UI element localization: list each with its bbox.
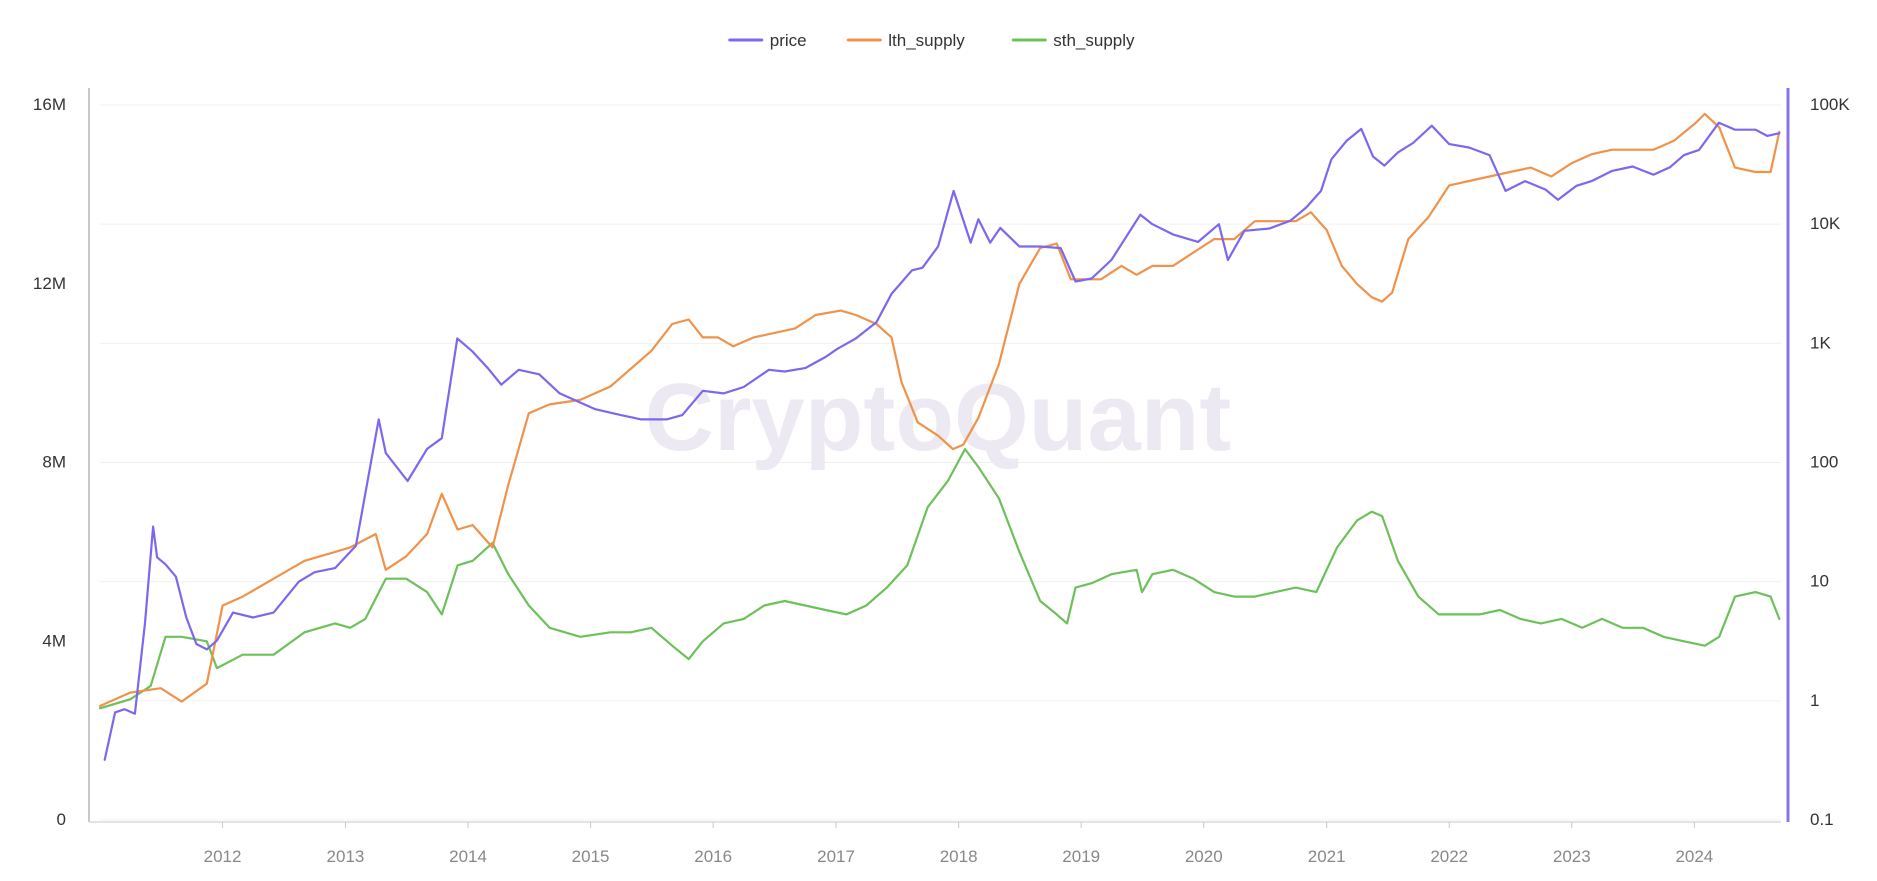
y-left-tick-label: 4M bbox=[42, 631, 66, 650]
x-tick-label: 2022 bbox=[1430, 847, 1468, 866]
series-line-sth-supply bbox=[98, 448, 1781, 710]
y-right-tick-label: 1 bbox=[1810, 691, 1819, 710]
series-lines bbox=[98, 112, 1781, 761]
x-tick-label: 2020 bbox=[1185, 847, 1223, 866]
series-line-price bbox=[103, 121, 1781, 761]
y-right-tick-label: 100 bbox=[1810, 453, 1838, 472]
y-right-tick-label: 10K bbox=[1810, 214, 1841, 233]
x-tick-label: 2024 bbox=[1675, 847, 1713, 866]
x-tick-label: 2017 bbox=[817, 847, 855, 866]
legend-label-sth-supply: sth_supply bbox=[1053, 31, 1135, 50]
legend[interactable]: price lth_supply sth_supply bbox=[728, 31, 1135, 50]
legend-label-price: price bbox=[770, 31, 807, 50]
x-tick-label: 2021 bbox=[1308, 847, 1346, 866]
legend-label-lth-supply: lth_supply bbox=[888, 31, 965, 50]
y-right-tick-label: 0.1 bbox=[1810, 810, 1834, 829]
x-tick-label: 2016 bbox=[694, 847, 732, 866]
y-left-tick-label: 12M bbox=[33, 274, 66, 293]
y-right-tick-label: 1K bbox=[1810, 333, 1831, 352]
x-tick-label: 2014 bbox=[449, 847, 487, 866]
y-right-tick-label: 100K bbox=[1810, 95, 1850, 114]
gridlines bbox=[100, 104, 1781, 821]
axes: 0 4M 8M 12M 16M 0.1 1 10 100 1K 10K 100K 2012 2013 201… bbox=[33, 88, 1850, 866]
x-tick-label: 2019 bbox=[1062, 847, 1100, 866]
y-left-tick-label: 16M bbox=[33, 95, 66, 114]
y-left-tick-label: 0 bbox=[57, 810, 66, 829]
x-tick-label: 2018 bbox=[940, 847, 978, 866]
series-line-lth-supply bbox=[98, 112, 1781, 708]
x-tick-label: 2012 bbox=[204, 847, 242, 866]
x-tick-label: 2013 bbox=[327, 847, 365, 866]
y-left-tick-label: 8M bbox=[42, 453, 66, 472]
x-tick-label: 2023 bbox=[1553, 847, 1591, 866]
x-tick-label: 2015 bbox=[572, 847, 610, 866]
watermark-text: CryptoQuant bbox=[645, 364, 1232, 471]
y-right-tick-label: 10 bbox=[1810, 572, 1829, 591]
